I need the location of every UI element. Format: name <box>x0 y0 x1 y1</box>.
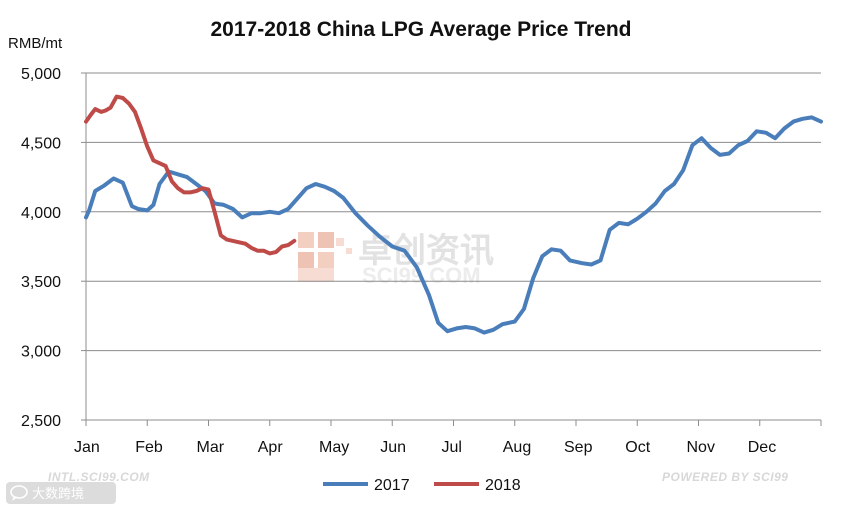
x-axis: Jan Feb Mar Apr May Jun Jul Aug Sep Oct Nov Dec <box>74 420 822 456</box>
y-axis-label: RMB/mt <box>8 35 63 52</box>
x-tick-label-nov: Nov <box>687 439 715 456</box>
y-tick-label-4000: 4,000 <box>21 205 61 222</box>
chart-title: 2017-2018 China LPG Average Price Trend <box>211 18 632 41</box>
x-tick-label-aug: Aug <box>503 439 531 456</box>
footer-badge-text: 大数跨境 <box>32 486 84 501</box>
x-tick-label-oct: Oct <box>625 439 650 456</box>
footer-badge: 大数跨境 <box>6 482 116 504</box>
series-lines <box>84 94 823 335</box>
y-tick-label-3000: 3,000 <box>21 344 61 361</box>
y-tick-label-2500: 2,500 <box>21 413 61 430</box>
legend-item-2018: 2018 <box>434 477 521 494</box>
x-tick-label-jul: Jul <box>442 439 462 456</box>
series-line-2017 <box>84 115 823 335</box>
footer-right: POWERED BY SCI99 <box>662 470 788 484</box>
watermark: 卓创资讯 SCI99.COM <box>298 232 494 288</box>
chat-bubble-icon <box>10 485 28 501</box>
x-tick-label-dec: Dec <box>748 439 776 456</box>
legend-label-2017: 2017 <box>374 477 410 494</box>
x-tick-label-may: May <box>319 439 349 456</box>
x-tick-label-jun: Jun <box>380 439 406 456</box>
series-line-2018 <box>84 94 297 256</box>
footer-left: INTL.SCI99.COM <box>48 470 150 484</box>
x-tick-label-apr: Apr <box>258 439 284 456</box>
legend-item-2017: 2017 <box>323 477 410 494</box>
y-tick-label-3500: 3,500 <box>21 274 61 291</box>
legend-label-2018: 2018 <box>485 477 521 494</box>
x-tick-label-feb: Feb <box>135 439 163 456</box>
watermark-logo-icon <box>298 232 352 282</box>
x-tick-label-jan: Jan <box>74 439 100 456</box>
x-tick-label-sep: Sep <box>564 439 593 456</box>
y-tick-label-4500: 4,500 <box>21 135 61 152</box>
x-tick-label-mar: Mar <box>197 439 225 456</box>
y-tick-label-5000: 5,000 <box>21 66 61 83</box>
legend: 2017 2018 <box>323 477 521 494</box>
y-axis: 2,500 3,000 3,500 4,000 4,500 5,000 <box>21 66 86 430</box>
